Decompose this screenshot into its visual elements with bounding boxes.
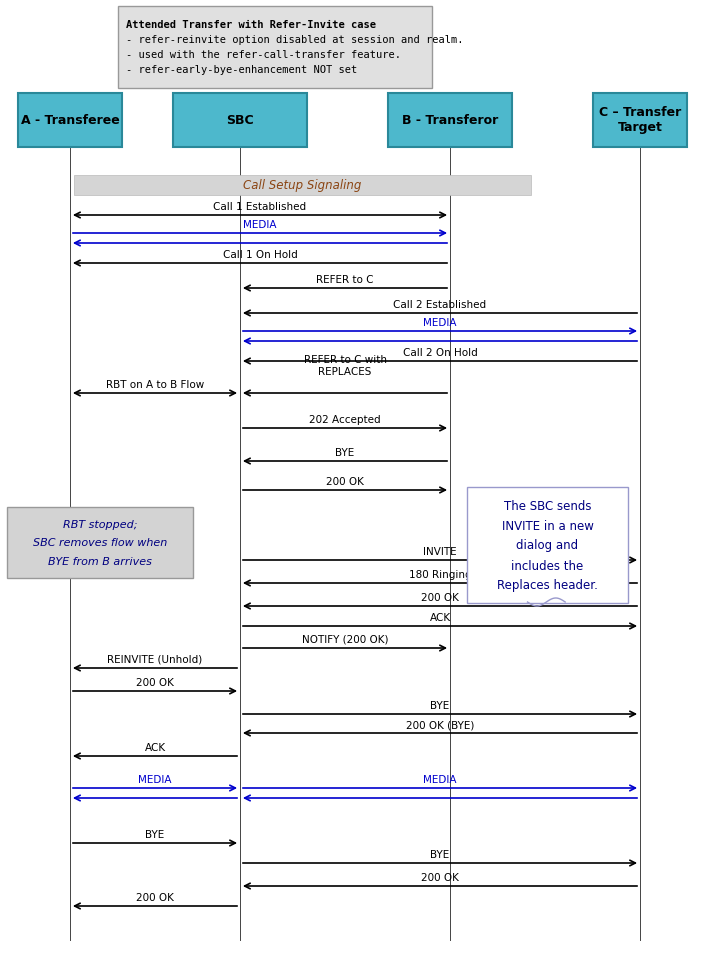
Text: A - Transferee: A - Transferee: [20, 113, 119, 127]
Text: MEDIA: MEDIA: [138, 775, 172, 785]
Text: NOTIFY (200 OK): NOTIFY (200 OK): [302, 635, 388, 645]
Text: REFER to C: REFER to C: [317, 275, 374, 285]
Text: SBC: SBC: [226, 113, 254, 127]
Text: Attended Transfer with Refer-Invite case: Attended Transfer with Refer-Invite case: [126, 20, 376, 30]
FancyBboxPatch shape: [467, 487, 628, 603]
Text: BYE: BYE: [430, 850, 450, 860]
Text: 200 OK (BYE): 200 OK (BYE): [406, 720, 474, 730]
Text: INVITE: INVITE: [423, 547, 457, 557]
FancyBboxPatch shape: [18, 93, 122, 147]
Text: RBT on A to B Flow: RBT on A to B Flow: [106, 380, 204, 390]
Text: - refer-early-bye-enhancement NOT set: - refer-early-bye-enhancement NOT set: [126, 65, 357, 75]
Text: 200 OK: 200 OK: [136, 893, 174, 903]
Text: C – Transfer
Target: C – Transfer Target: [599, 106, 681, 134]
Text: 200 OK: 200 OK: [421, 873, 459, 883]
FancyBboxPatch shape: [593, 93, 687, 147]
Text: MEDIA: MEDIA: [423, 318, 457, 328]
Text: Call 1 Established: Call 1 Established: [214, 202, 307, 212]
Text: - used with the refer-call-transfer feature.: - used with the refer-call-transfer feat…: [126, 50, 401, 60]
Text: ACK: ACK: [429, 613, 450, 623]
Text: The SBC sends: The SBC sends: [504, 499, 591, 513]
FancyBboxPatch shape: [388, 93, 512, 147]
Text: 200 OK: 200 OK: [326, 477, 364, 487]
Text: Call 1 On Hold: Call 1 On Hold: [223, 250, 298, 260]
Text: REINVITE (Unhold): REINVITE (Unhold): [107, 655, 202, 665]
Text: MEDIA: MEDIA: [243, 220, 277, 230]
Text: includes the: includes the: [511, 560, 584, 572]
Text: Call 2 Established: Call 2 Established: [393, 300, 486, 310]
Text: BYE: BYE: [336, 448, 355, 458]
Text: RBT stopped;: RBT stopped;: [63, 520, 137, 530]
Text: 200 OK: 200 OK: [136, 678, 174, 688]
Text: INVITE in a new: INVITE in a new: [501, 519, 594, 533]
Text: Call 2 On Hold: Call 2 On Hold: [403, 348, 477, 358]
Text: ACK: ACK: [145, 743, 166, 753]
FancyBboxPatch shape: [173, 93, 307, 147]
Text: 180 Ringing: 180 Ringing: [409, 570, 472, 580]
Text: 202 Accepted: 202 Accepted: [309, 415, 381, 425]
FancyBboxPatch shape: [74, 175, 531, 195]
Text: BYE from B arrives: BYE from B arrives: [48, 557, 152, 567]
Text: Replaces header.: Replaces header.: [497, 580, 598, 592]
Text: - refer-reinvite option disabled at session and realm.: - refer-reinvite option disabled at sess…: [126, 35, 463, 45]
Text: 200 OK: 200 OK: [421, 593, 459, 603]
FancyBboxPatch shape: [118, 6, 432, 88]
Text: REFER to C with
REPLACES: REFER to C with REPLACES: [303, 355, 386, 377]
FancyBboxPatch shape: [7, 507, 193, 578]
Text: BYE: BYE: [145, 830, 165, 840]
Text: Call Setup Signaling: Call Setup Signaling: [243, 179, 362, 191]
Text: SBC removes flow when: SBC removes flow when: [33, 539, 167, 548]
Text: B - Transferor: B - Transferor: [402, 113, 498, 127]
Text: BYE: BYE: [430, 701, 450, 711]
Text: MEDIA: MEDIA: [423, 775, 457, 785]
Text: dialog and: dialog and: [517, 540, 579, 553]
